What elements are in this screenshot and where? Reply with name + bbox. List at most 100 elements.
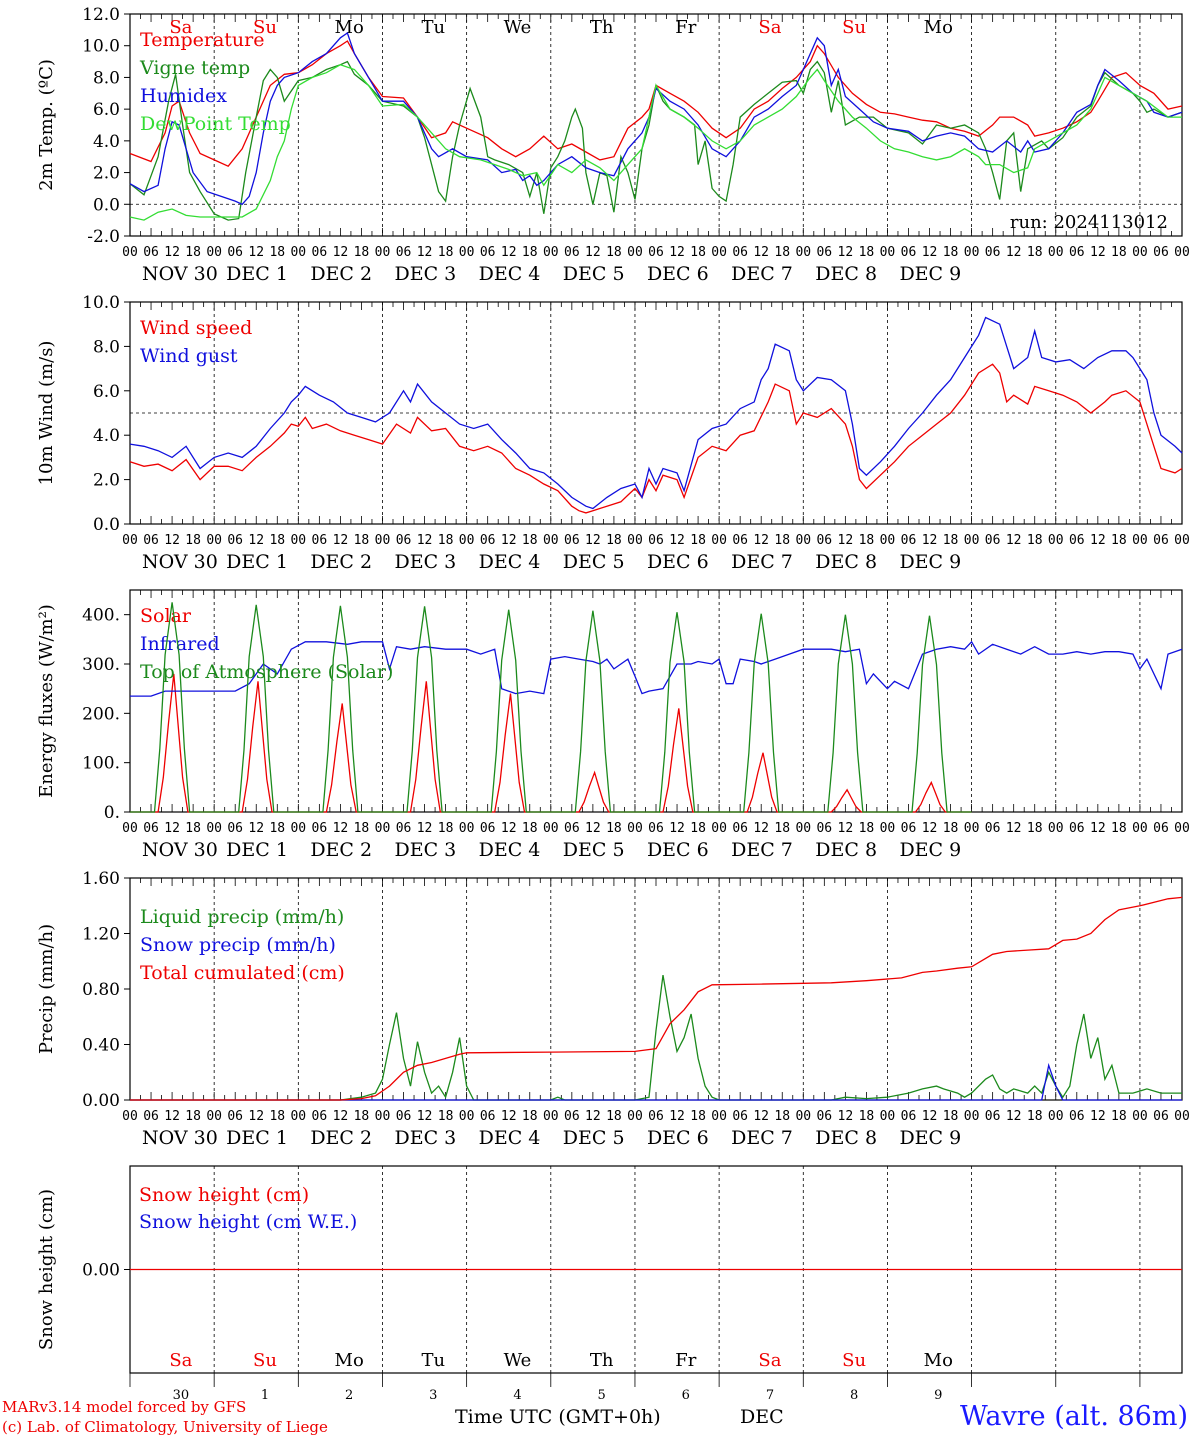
hour-tick-label: 00: [206, 821, 222, 836]
y-tick-label: 10.0: [82, 293, 120, 313]
hour-tick-label: 06: [901, 1109, 917, 1124]
hour-tick-label: 06: [396, 245, 412, 260]
hour-tick-label: 00: [711, 1109, 727, 1124]
hour-tick-label: 12: [585, 533, 601, 548]
day-number-label: 30: [173, 1388, 190, 1403]
hour-tick-label: 18: [1027, 245, 1043, 260]
legend-entry: Snow precip (mm/h): [140, 934, 336, 956]
date-label: DEC 3: [394, 263, 456, 285]
day-number-label: 3: [429, 1388, 437, 1403]
hour-tick-label: 00: [711, 245, 727, 260]
y-tick-label: 6.0: [93, 100, 120, 120]
date-label: DEC 6: [647, 1127, 709, 1149]
hour-tick-label: 06: [1153, 533, 1169, 548]
legend-entry: Top of Atmosphere (Solar): [140, 661, 393, 683]
y-tick-label: 300.: [82, 655, 120, 675]
day-name-label: Mo: [924, 1350, 953, 1371]
hour-tick-label: 18: [1111, 533, 1127, 548]
hour-tick-label: 00: [964, 533, 980, 548]
y-tick-label: 100.: [82, 754, 120, 774]
hour-tick-label: 12: [838, 1109, 854, 1124]
date-label: DEC 3: [394, 839, 456, 861]
hour-tick-label: 06: [227, 533, 243, 548]
hour-tick-label: 00: [1132, 821, 1148, 836]
hour-tick-label: 18: [1027, 1109, 1043, 1124]
hour-tick-label: 06: [816, 533, 832, 548]
date-label: NOV 30: [142, 551, 218, 573]
hour-tick-label: 06: [396, 1109, 412, 1124]
hour-tick-label: 18: [943, 245, 959, 260]
hour-tick-label: 00: [290, 245, 306, 260]
hour-tick-label: 18: [859, 821, 875, 836]
day-name-label: Fr: [675, 1350, 696, 1371]
hour-tick-label: 06: [480, 821, 496, 836]
hour-tick-label: 18: [774, 533, 790, 548]
y-tick-label: 10.0: [82, 37, 120, 57]
hour-tick-label: 12: [417, 821, 433, 836]
hour-tick-label: 12: [922, 1109, 938, 1124]
hour-tick-label: 18: [438, 245, 454, 260]
hour-tick-label: 12: [417, 245, 433, 260]
hour-tick-label: 12: [838, 821, 854, 836]
hour-tick-label: 18: [522, 533, 538, 548]
hour-tick-label: 18: [943, 821, 959, 836]
hour-tick-label: 12: [1006, 821, 1022, 836]
date-label: DEC 8: [815, 839, 877, 861]
day-name-label: Mo: [924, 17, 953, 38]
hour-tick-label: 18: [774, 821, 790, 836]
date-label: DEC 4: [479, 1127, 541, 1149]
hour-tick-label: 00: [627, 533, 643, 548]
hour-tick-label: 06: [227, 821, 243, 836]
legend-entry: Total cumulated (cm): [140, 962, 345, 984]
hour-tick-label: 18: [690, 1109, 706, 1124]
hour-tick-label: 18: [269, 245, 285, 260]
hour-tick-label: 18: [1111, 245, 1127, 260]
hour-tick-label: 00: [122, 533, 138, 548]
panel-frame-energy: [129, 589, 1183, 813]
date-label: DEC 4: [479, 263, 541, 285]
hour-tick-label: 00: [1048, 245, 1064, 260]
hour-tick-label: 18: [606, 821, 622, 836]
hour-tick-label: 00: [290, 1109, 306, 1124]
hour-tick-label: 18: [943, 1109, 959, 1124]
y-tick-label: 2.0: [93, 164, 120, 184]
hour-tick-label: 06: [985, 245, 1001, 260]
hour-tick-label: 00: [543, 533, 559, 548]
station-name: Wavre (alt. 86m): [960, 1401, 1188, 1432]
series-line-total-cumulated-cm-: [130, 896, 1183, 1101]
hour-tick-label: 18: [354, 533, 370, 548]
hour-tick-label: 00: [290, 821, 306, 836]
hour-tick-label: 12: [838, 533, 854, 548]
hour-tick-label: 06: [480, 533, 496, 548]
hour-tick-label: 00: [543, 821, 559, 836]
hour-tick-label: 06: [816, 245, 832, 260]
hour-tick-label: 18: [1027, 821, 1043, 836]
y-tick-label: 0.40: [82, 1036, 120, 1056]
hour-tick-label: 00: [206, 1109, 222, 1124]
hour-tick-label: 06: [1069, 1109, 1085, 1124]
hour-tick-label: 18: [606, 533, 622, 548]
hour-tick-label: 00: [795, 245, 811, 260]
hour-tick-label: 00: [795, 821, 811, 836]
hour-tick-label: 12: [585, 1109, 601, 1124]
y-tick-label: 8.0: [93, 68, 120, 88]
hour-tick-label: 00: [543, 245, 559, 260]
hour-tick-label: 00: [122, 821, 138, 836]
date-label: DEC 5: [563, 263, 625, 285]
hour-tick-label: 00: [375, 533, 391, 548]
day-name-label: Sa: [758, 1350, 781, 1371]
day-name-label: Su: [842, 17, 866, 38]
date-label: DEC 5: [563, 839, 625, 861]
hour-tick-label: 00: [880, 1109, 896, 1124]
hour-tick-label: 06: [564, 533, 580, 548]
hour-tick-label: 00: [1132, 533, 1148, 548]
day-name-label: Sa: [758, 17, 781, 38]
hour-tick-label: 12: [753, 821, 769, 836]
month-label: DEC: [740, 1406, 784, 1428]
hour-tick-label: 06: [1153, 1109, 1169, 1124]
day-name-label: We: [504, 1350, 532, 1371]
legend-entry: Solar: [140, 605, 192, 627]
hour-tick-label: 12: [753, 245, 769, 260]
date-label: NOV 30: [142, 263, 218, 285]
